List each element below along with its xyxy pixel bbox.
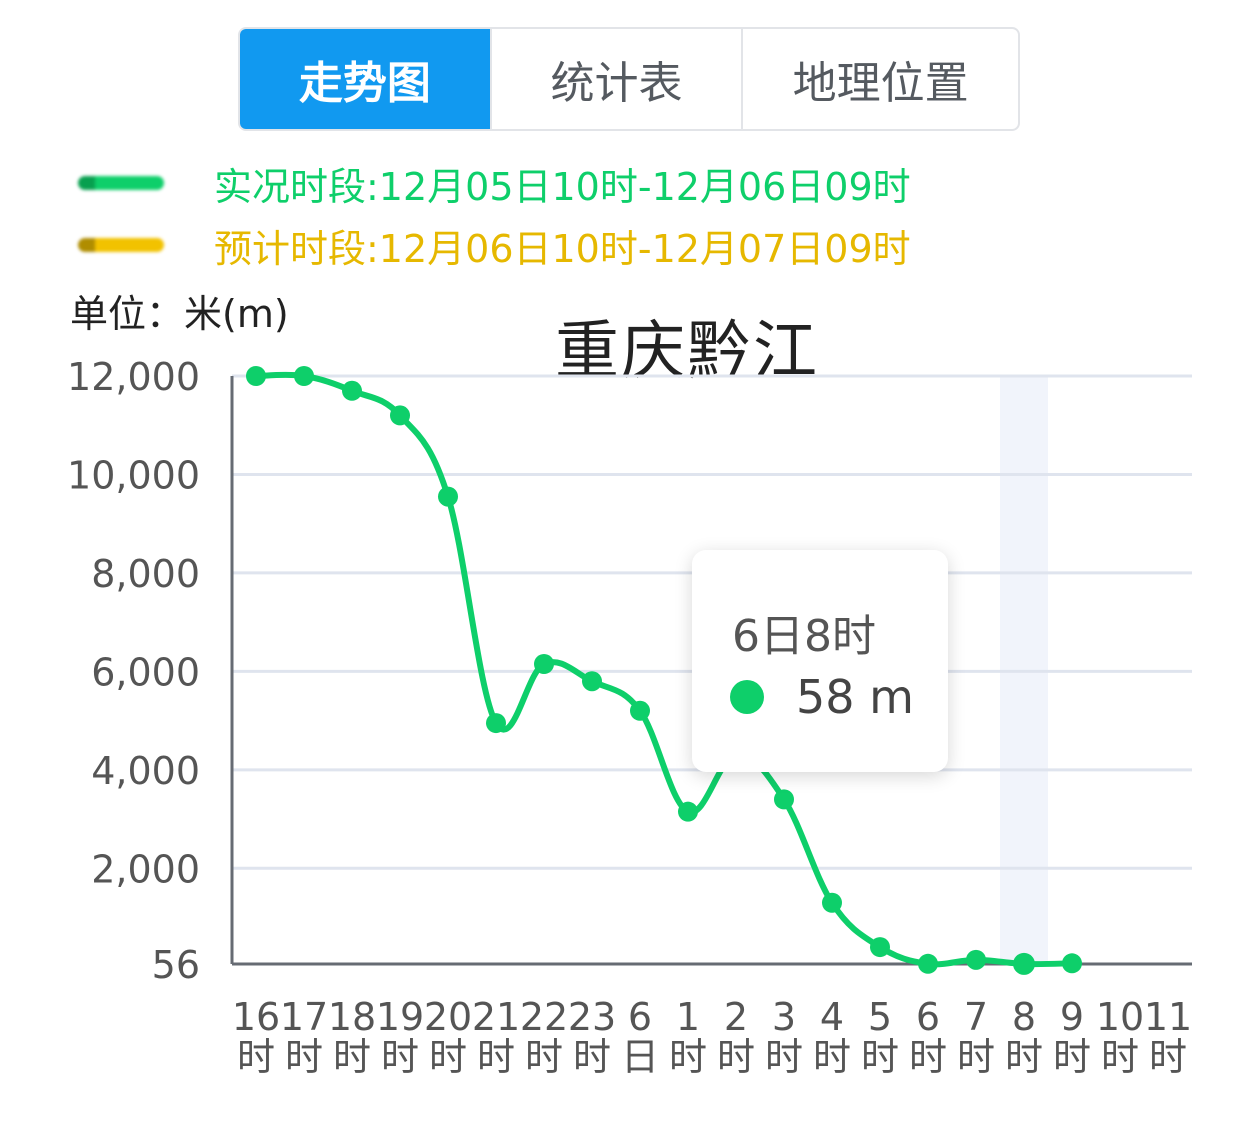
data-point	[246, 366, 266, 386]
tab-statistics[interactable]: 统计表	[489, 29, 742, 129]
x-tick-unit: 时	[861, 1035, 899, 1079]
x-tick-label: 10	[1096, 995, 1144, 1039]
x-tick-label: 8	[1012, 995, 1036, 1039]
tooltip-value: 58 m	[796, 670, 914, 724]
y-tick-label: 56	[152, 943, 200, 987]
x-tick-unit: 日	[621, 1035, 659, 1079]
x-tick-unit: 时	[525, 1035, 563, 1079]
tab-location[interactable]: 地理位置	[741, 29, 1018, 129]
x-tick-unit: 时	[477, 1035, 515, 1079]
x-tick-label: 22	[520, 995, 568, 1039]
data-point	[630, 700, 650, 721]
legend-forecast[interactable]: 预计时段:12月06日10时-12月07日09时	[78, 220, 911, 271]
x-tick-label: 19	[376, 995, 424, 1039]
x-tick-label: 16	[232, 995, 280, 1039]
tab-trend[interactable]: 走势图	[240, 29, 490, 129]
tooltip-series-dot	[730, 680, 764, 714]
forecast-swatch	[78, 238, 164, 252]
data-point	[822, 892, 842, 913]
data-point	[582, 671, 602, 692]
x-tick-label: 7	[964, 995, 988, 1039]
x-tick-unit: 时	[237, 1035, 275, 1079]
forecast-label: 预计时段:12月06日10时-12月07日09时	[214, 226, 911, 271]
x-tick-unit: 时	[573, 1035, 611, 1079]
x-tick-unit: 时	[333, 1035, 371, 1079]
x-tick-label: 23	[568, 995, 616, 1039]
y-tick-label: 2,000	[91, 847, 200, 891]
x-tick-label: 5	[868, 995, 892, 1039]
x-tick-unit: 时	[765, 1035, 803, 1079]
data-point	[534, 653, 554, 674]
series-line	[255, 371, 1073, 968]
x-tick-unit: 时	[1101, 1035, 1139, 1079]
y-tick-label: 10,000	[67, 453, 200, 497]
x-tick-label: 4	[820, 995, 844, 1039]
x-tick-unit: 时	[429, 1035, 467, 1079]
x-tick-label: 21	[472, 995, 520, 1039]
y-tick-label: 12,000	[67, 355, 200, 399]
x-tick-label: 6	[916, 995, 940, 1039]
x-tick-unit: 时	[717, 1035, 755, 1079]
y-tick-label: 6,000	[91, 650, 200, 694]
data-point	[966, 949, 986, 970]
data-point	[918, 953, 938, 974]
x-tick-label: 17	[280, 995, 328, 1039]
x-tick-label: 9	[1060, 995, 1084, 1039]
y-tick-label: 8,000	[91, 552, 200, 596]
data-point	[294, 366, 314, 386]
x-tick-label: 11	[1144, 995, 1192, 1039]
tooltip-time: 6日8时	[732, 611, 876, 662]
x-tick-unit: 时	[381, 1035, 419, 1079]
x-tick-label: 2	[724, 995, 748, 1039]
data-point	[774, 789, 794, 810]
data-point	[438, 486, 458, 507]
data-tooltip: 6日8时 58 m	[692, 550, 948, 772]
x-tick-label: 6	[628, 995, 652, 1039]
x-tick-unit: 时	[285, 1035, 323, 1079]
legend-observed[interactable]: 实况时段:12月05日10时-12月06日09时	[78, 158, 911, 209]
x-tick-unit: 时	[669, 1035, 707, 1079]
unit-label: 单位：米(m)	[70, 292, 289, 336]
data-point	[1013, 952, 1035, 975]
data-point	[678, 801, 698, 822]
x-tick-label: 1	[676, 995, 700, 1039]
x-tick-label: 3	[772, 995, 796, 1039]
data-point	[870, 937, 890, 958]
view-tabs: 走势图 统计表 地理位置	[238, 27, 1020, 131]
x-tick-label: 20	[424, 995, 472, 1039]
x-tick-unit: 时	[1149, 1035, 1187, 1079]
y-tick-label: 4,000	[91, 749, 200, 793]
data-point	[1062, 953, 1082, 974]
x-tick-unit: 时	[957, 1035, 995, 1079]
observed-swatch	[78, 176, 164, 190]
x-tick-unit: 时	[1053, 1035, 1091, 1079]
x-tick-unit: 时	[909, 1035, 947, 1079]
observed-label: 实况时段:12月05日10时-12月06日09时	[214, 164, 911, 209]
data-point	[486, 713, 506, 734]
x-tick-unit: 时	[1005, 1035, 1043, 1079]
data-point	[390, 405, 410, 426]
x-tick-label: 18	[328, 995, 376, 1039]
data-point	[342, 380, 362, 401]
x-tick-unit: 时	[813, 1035, 851, 1079]
